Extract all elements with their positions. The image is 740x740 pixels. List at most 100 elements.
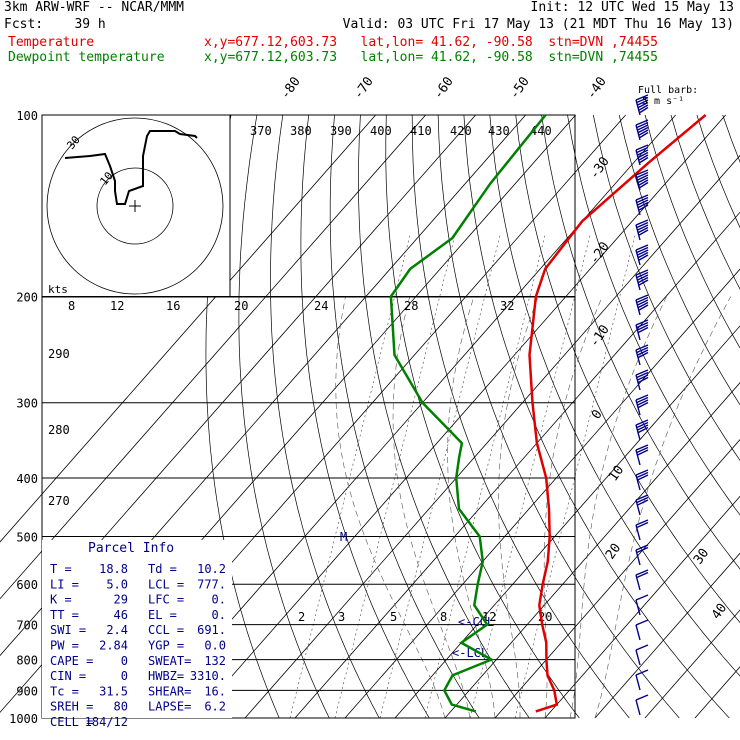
parcel-info-value: 46 xyxy=(114,608,128,622)
wind-barb-flag xyxy=(639,131,649,139)
wind-barb-flag xyxy=(635,444,649,451)
wind-barb-flag xyxy=(635,569,649,576)
isotherm-line xyxy=(0,114,376,543)
theta-label: 270 xyxy=(48,494,70,508)
mixing-ratio-label: 8 xyxy=(68,299,75,313)
wind-barb-flag xyxy=(638,251,649,259)
isotherm-line xyxy=(244,154,740,719)
wind-barb-flag xyxy=(635,494,649,501)
isotherm-label: 0 xyxy=(589,407,606,422)
wind-barb-flag xyxy=(638,401,649,409)
isotherm-label: 30 xyxy=(691,546,712,567)
parcel-info-value: 0 xyxy=(121,669,128,683)
parcel-info-key: LFC = xyxy=(148,593,184,607)
parcel-info-key: CELL = xyxy=(50,715,93,729)
pressure-label: 100 xyxy=(16,109,38,123)
parcel-info-key: CCL = xyxy=(148,623,184,637)
dry-adiabat-line xyxy=(300,114,430,719)
wind-barb-flag xyxy=(636,171,649,179)
wind-barb-flag xyxy=(637,399,649,406)
dry-adiabat-line xyxy=(670,114,740,290)
theta-label: 290 xyxy=(48,347,70,361)
wind-barb-staff xyxy=(635,699,641,716)
dry-adiabat-line xyxy=(358,114,530,719)
dry-adiabat-line xyxy=(592,114,740,461)
parcel-info-key: T = xyxy=(50,562,72,576)
isotherm-line xyxy=(544,495,740,719)
pressure-label: 700 xyxy=(16,619,38,633)
isotherm-label: 40 xyxy=(709,601,730,622)
isotherm-label: -30 xyxy=(587,154,613,182)
wind-barb-staff xyxy=(635,349,641,366)
wind-barb-flag xyxy=(635,94,649,101)
dry-adiabat-line xyxy=(515,114,740,624)
wind-barb-flag xyxy=(636,421,649,429)
parcel-info-value: 0.0 xyxy=(204,639,226,653)
marker-lcl: <-LCL xyxy=(452,646,488,660)
wind-barb-flag xyxy=(638,101,649,109)
wind-barb-staff xyxy=(635,149,641,166)
pressure-label: 600 xyxy=(16,578,38,592)
parcel-info-value: 691. xyxy=(197,623,226,637)
isotherm-label: -20 xyxy=(587,239,613,267)
theta-label: 280 xyxy=(48,423,70,437)
wind-barb-flag xyxy=(635,544,649,551)
wind-barb-flag xyxy=(636,521,649,529)
wind-barb-flag xyxy=(637,449,649,456)
wind-barb-flag xyxy=(638,104,649,111)
wind-barb-flag xyxy=(637,499,649,506)
wind-barb-staff xyxy=(635,449,641,466)
wind-barb-flag xyxy=(635,144,649,151)
wind-barb-flag xyxy=(638,276,649,284)
wind-barb-staff xyxy=(635,199,641,216)
parcel-info-value: 132 xyxy=(204,654,226,668)
dry-adiabat-line xyxy=(463,114,730,719)
wind-barb-flag xyxy=(637,424,649,431)
wind-barb-flag xyxy=(637,474,649,481)
isotherm-line xyxy=(344,268,740,719)
wind-barb-flag xyxy=(637,374,649,381)
wind-barb-flag xyxy=(635,169,649,176)
isotherm-line xyxy=(444,382,740,719)
wind-barb-flag xyxy=(635,369,649,376)
parcel-info-value: 18.8 xyxy=(99,562,128,576)
wind-barb-flag xyxy=(638,151,649,159)
wind-barb-flag xyxy=(635,244,649,251)
parcel-info-key: PW = xyxy=(50,639,79,653)
forecast-hour: Fcst: 39 h xyxy=(4,17,106,32)
hodograph-ring xyxy=(46,117,224,295)
wind-barb-flag xyxy=(638,376,649,384)
pressure-label: 800 xyxy=(16,654,38,668)
wind-barb-flag xyxy=(637,199,649,206)
parcel-info-value: 3310. xyxy=(190,669,226,683)
parcel-info-title: Parcel Info xyxy=(88,541,174,556)
pressure-label: 500 xyxy=(16,530,38,544)
parcel-info-value: 0. xyxy=(212,593,226,607)
init-time: Init: 12 UTC Wed 15 May 13 xyxy=(530,0,735,15)
mixing-ratio-label: 20 xyxy=(234,299,248,313)
theta-label: 390 xyxy=(330,124,352,138)
theta-label: 380 xyxy=(290,124,312,138)
wind-barb-flag xyxy=(636,96,649,104)
wind-barb-flag xyxy=(638,254,649,261)
dry-adiabat-line xyxy=(238,114,330,719)
dry-adiabat-line xyxy=(644,114,740,349)
dewpoint-profile xyxy=(389,114,547,713)
wind-barb-flag xyxy=(638,326,649,334)
mixing-ratio-label: 28 xyxy=(404,299,418,313)
parcel-info-value: 80 xyxy=(114,700,128,714)
parcel-info-key: SWI = xyxy=(50,623,86,637)
parcel-info-key: LI = xyxy=(50,577,79,591)
parcel-info-value: 777. xyxy=(197,577,226,591)
hodograph-trace xyxy=(64,130,198,205)
wind-barb-flag xyxy=(638,301,649,309)
wind-barb-staff xyxy=(635,624,641,641)
wind-barb-staff xyxy=(635,674,641,691)
wind-barb-flag xyxy=(635,669,649,676)
wind-barb-flag xyxy=(638,226,649,234)
wind-barb-flag xyxy=(636,571,649,579)
dry-adiabat-line xyxy=(437,114,680,719)
wind-barb-staff xyxy=(635,399,641,416)
wind-barb-flag xyxy=(635,469,649,476)
wind-barb-flag xyxy=(639,156,649,164)
